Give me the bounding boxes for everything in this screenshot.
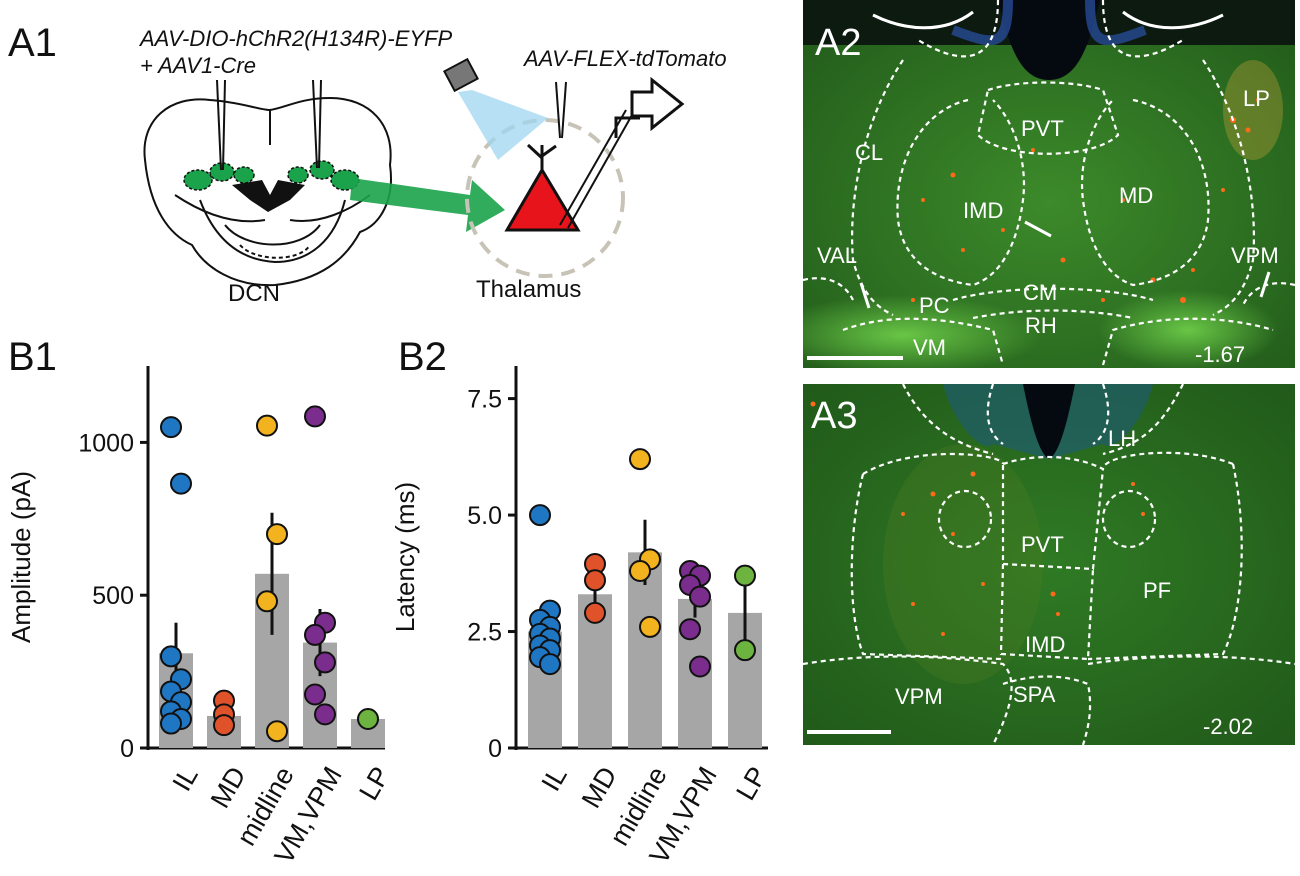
region-label: CM [1023, 280, 1057, 305]
region-label: VAL [817, 243, 857, 268]
data-point [679, 618, 701, 641]
region-label: PC [919, 293, 950, 318]
bregma-level: -1.67 [1195, 342, 1245, 367]
panel-label-b1: B1 [8, 335, 57, 379]
panel-a1-schematic: A1 AAV-DIO-hChR2(H134R)-EYFP + AAV1-Cre … [8, 21, 727, 307]
region-label: VM [913, 335, 946, 360]
data-point [160, 416, 182, 439]
amplifier-arrow-icon [614, 76, 685, 138]
data-point [256, 590, 278, 613]
region-label: PVT [1021, 532, 1064, 557]
data-point [689, 585, 711, 608]
x-tick-label: LP [353, 762, 385, 806]
y-tick-label: 5.0 [467, 502, 502, 530]
cerebellum-brainstem-outline [143, 96, 392, 287]
region-label: IMD [1025, 632, 1065, 657]
neuron-dendrites [526, 143, 557, 170]
data-point [170, 472, 192, 495]
data-point [266, 720, 288, 743]
panel-label-a3: A3 [811, 395, 857, 437]
region-label: CL [855, 140, 883, 165]
light-beam [458, 90, 548, 160]
y-axis-label: Amplitude (pA) [6, 471, 36, 643]
dcn-injection-sites [183, 160, 360, 191]
data-point [266, 523, 288, 546]
x-tick-label: MD [576, 762, 623, 813]
data-point [304, 405, 326, 428]
region-label: MD [1119, 183, 1153, 208]
data-point [357, 707, 379, 730]
y-tick-label: 1000 [78, 429, 134, 457]
chart-b2-latency: B2 Latency (ms)02.55.07.5IL MDmidlineVM,V… [390, 335, 773, 869]
panel-label-a2: A2 [815, 22, 861, 64]
data-point [639, 615, 661, 638]
data-point [629, 559, 651, 582]
a3-region-boundaries [803, 384, 1295, 745]
data-point [584, 601, 606, 624]
panel-a2-histology: A2 PVT LP CL MD IMD VAL VPM PC CM RH VM … [803, 0, 1295, 368]
data-point [734, 564, 756, 587]
y-tick-label: 0 [120, 735, 134, 763]
fourth-ventricle-shape [232, 180, 305, 212]
x-tick-label: LP [730, 762, 772, 806]
recording-virus-label: AAV-FLEX-tdTomato [522, 46, 727, 71]
y-axis-label: Latency (ms) [390, 482, 420, 632]
labeled-neurons [810, 401, 1145, 636]
data-point [304, 623, 326, 646]
data-point [304, 683, 326, 706]
injection-virus-label-cre: + AAV1-Cre [140, 53, 256, 78]
y-tick-label: 500 [92, 582, 134, 610]
data-point [256, 414, 278, 437]
region-label: LH [1108, 426, 1136, 451]
projection-arrow [350, 178, 505, 232]
data-point [314, 703, 336, 726]
panel-a3-histology: A3 LH PVT PF IMD VPM SPA -2.02 [803, 384, 1295, 745]
data-point [314, 651, 336, 674]
data-point [213, 714, 235, 737]
injection-pipettes [216, 79, 322, 171]
data-point [539, 653, 561, 676]
y-tick-label: 7.5 [467, 386, 502, 414]
data-point [529, 504, 551, 527]
x-tick-label: IL [536, 762, 573, 797]
data-point [629, 448, 651, 471]
x-tick-label: MD [205, 762, 252, 813]
region-label: SPA [1013, 682, 1056, 707]
data-point [734, 639, 756, 662]
injection-virus-label: AAV-DIO-hChR2(H134R)-EYFP [138, 26, 452, 51]
bregma-level: -2.02 [1203, 714, 1253, 739]
data-point [160, 645, 182, 668]
region-label: IMD [963, 198, 1003, 223]
thalamic-neuron-icon [504, 167, 581, 232]
y-tick-label: 2.5 [467, 619, 502, 647]
panel-label-a1: A1 [8, 21, 57, 65]
y-tick-label: 0 [488, 735, 502, 763]
optical-fiber-icon [443, 57, 479, 93]
region-label: VPM [895, 684, 943, 709]
region-label: VPM [1231, 243, 1279, 268]
thalamus-label: Thalamus [476, 276, 581, 303]
data-point [584, 569, 606, 592]
dcn-label: DCN [228, 280, 280, 307]
x-tick-label: IL [167, 762, 204, 797]
data-point [160, 712, 182, 735]
region-label: PVT [1021, 116, 1064, 141]
data-point [689, 655, 711, 678]
thalamus-circle [465, 118, 625, 278]
region-label: LP [1243, 86, 1270, 111]
panel-label-b2: B2 [398, 335, 447, 379]
region-label: RH [1025, 313, 1057, 338]
region-label: PF [1143, 578, 1171, 603]
